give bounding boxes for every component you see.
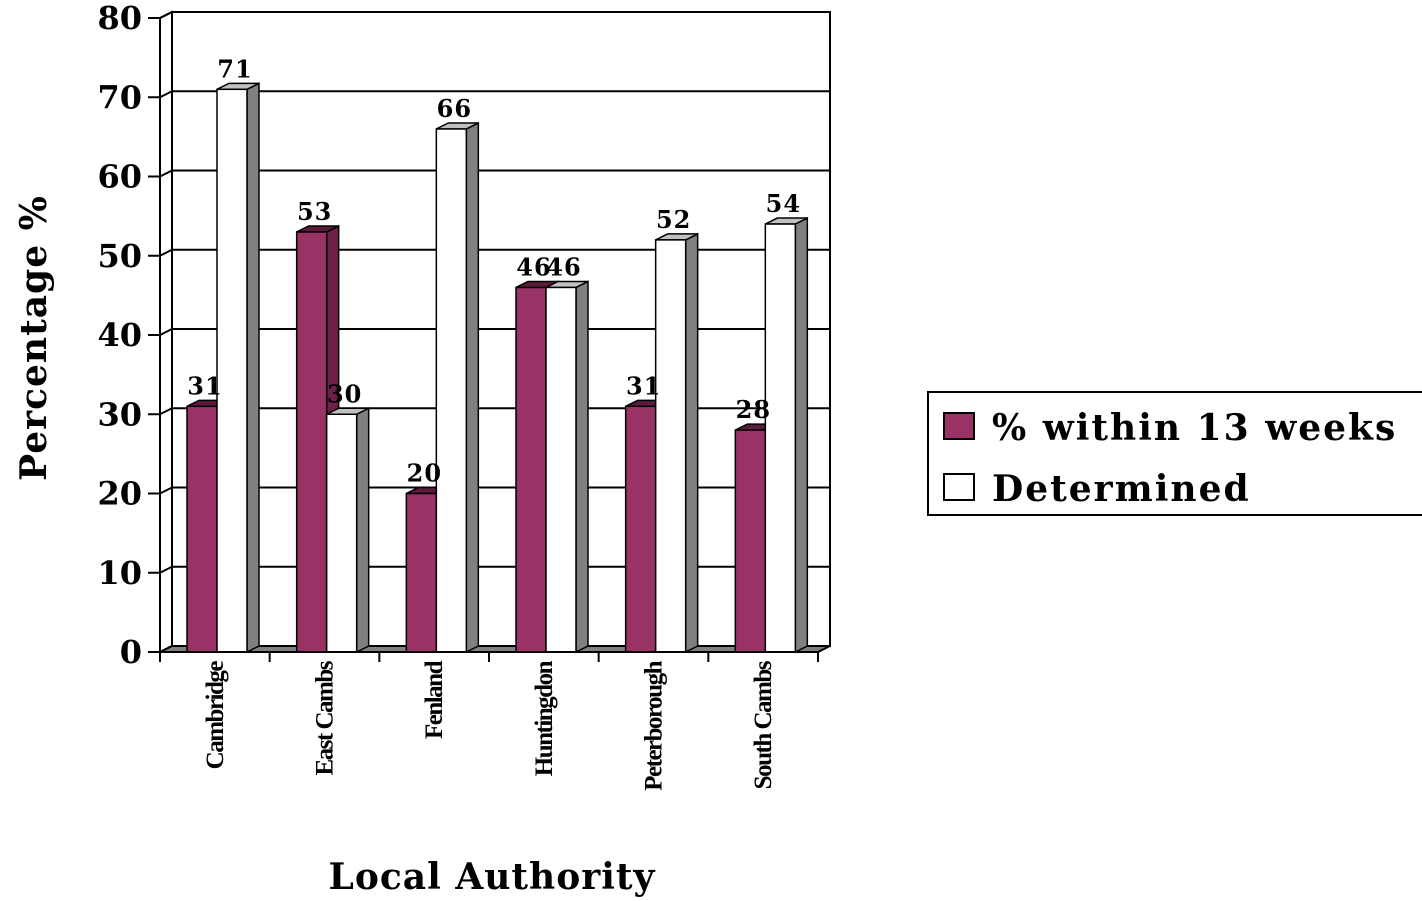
bar--within-13-weeks-huntingdon bbox=[515, 286, 547, 653]
y-tick-labels: 0 10 20 30 40 50 60 70 80 bbox=[97, 0, 142, 671]
bar-determined-fenland bbox=[435, 128, 468, 653]
data-label: 30 bbox=[327, 379, 362, 408]
x-tick-label: Peterborough bbox=[641, 660, 668, 790]
x-tick-label: Fenland bbox=[421, 660, 448, 739]
y-tick-label: 30 bbox=[97, 395, 142, 433]
bars bbox=[186, 82, 809, 654]
bar--within-13-weeks-east-cambs bbox=[295, 231, 328, 653]
data-label: 31 bbox=[626, 371, 661, 400]
bar--within-13-weeks-cambridge bbox=[186, 405, 218, 653]
x-tick-label: Cambridge bbox=[202, 661, 229, 770]
y-tick-label: 0 bbox=[120, 633, 142, 671]
legend-box bbox=[927, 391, 1422, 516]
gridline-side bbox=[159, 248, 173, 257]
bar-determined-east-cambs bbox=[325, 413, 358, 653]
bar-side bbox=[575, 280, 589, 654]
y-tick-label: 40 bbox=[97, 316, 142, 354]
data-label: 20 bbox=[407, 459, 442, 488]
bar-side bbox=[465, 121, 480, 654]
legend-swatch-series-1 bbox=[943, 412, 975, 440]
gridline-side bbox=[159, 11, 173, 19]
x-tick-label: Huntingdon bbox=[531, 660, 558, 776]
y-tick-label: 50 bbox=[97, 237, 142, 275]
x-tick-label: East Cambs bbox=[312, 660, 339, 775]
gridlines bbox=[159, 11, 830, 574]
bar-determined-south-cambs bbox=[764, 223, 797, 653]
legend-swatch-series-2 bbox=[943, 473, 975, 501]
bar-side bbox=[684, 232, 699, 654]
data-label: 53 bbox=[297, 197, 332, 226]
legend-label-series-1: % within 13 weeks bbox=[992, 407, 1397, 449]
gridline-side bbox=[159, 90, 173, 99]
data-label: 28 bbox=[736, 395, 771, 424]
data-label: 54 bbox=[766, 189, 801, 218]
gridline-side bbox=[159, 407, 173, 416]
data-label: 46 bbox=[546, 252, 581, 281]
y-tick-label: 10 bbox=[97, 554, 142, 592]
y-tick-label: 60 bbox=[97, 158, 142, 196]
bar-side bbox=[246, 82, 260, 654]
gridline-side bbox=[159, 328, 173, 336]
legend-label-series-2: Determined bbox=[992, 468, 1251, 510]
data-label: 71 bbox=[217, 54, 252, 83]
bar--within-13-weeks-fenland bbox=[405, 492, 438, 653]
bar-determined-peterborough bbox=[654, 239, 687, 653]
x-tick-label: South Cambs bbox=[750, 660, 777, 789]
y-tick-label: 20 bbox=[97, 475, 142, 513]
chart-walls bbox=[159, 10, 831, 654]
data-label: 66 bbox=[437, 94, 472, 123]
bar--within-13-weeks-south-cambs bbox=[734, 429, 767, 653]
data-label: 46 bbox=[516, 252, 551, 281]
x-axis-title: Local Authority bbox=[329, 856, 656, 898]
data-label: 31 bbox=[187, 371, 222, 400]
axes bbox=[148, 17, 819, 662]
bar-side bbox=[794, 216, 809, 654]
y-axis-title: Percentage % bbox=[13, 195, 55, 481]
legend: % within 13 weeks Determined bbox=[927, 391, 1422, 516]
x-tick-labels: Cambridge East Cambs Fenland Huntingdon Pete… bbox=[202, 660, 777, 791]
gridline-side bbox=[159, 565, 173, 574]
bar--within-13-weeks-peterborough bbox=[624, 405, 657, 653]
bar-determined-huntingdon bbox=[545, 286, 577, 653]
gridline-side bbox=[159, 169, 173, 178]
y-tick-label: 70 bbox=[97, 78, 142, 116]
y-tick-label: 80 bbox=[97, 0, 142, 37]
data-label: 52 bbox=[656, 205, 691, 234]
bar-side bbox=[355, 407, 370, 654]
gridline-side bbox=[159, 486, 173, 495]
